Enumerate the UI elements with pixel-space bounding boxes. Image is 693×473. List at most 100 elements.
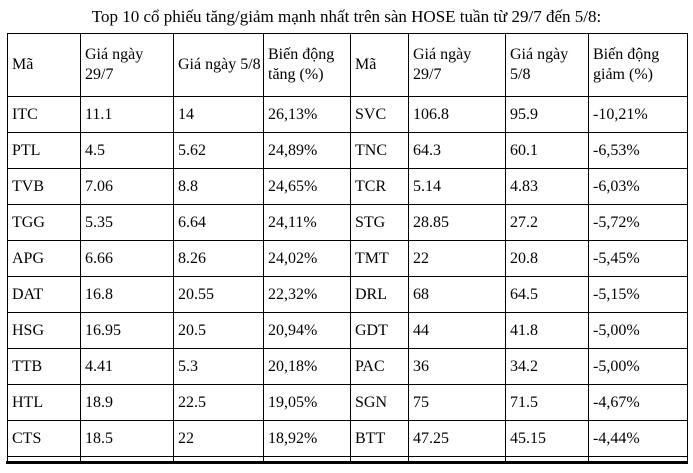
table-cell: TVB [7,168,81,205]
table-cell: DRL [350,276,409,313]
table-row: APG 6.66 8.26 24,02% TMT 22 20.8 -5,45% [7,240,688,277]
table-cell: 71.5 [505,384,589,421]
table-cell: -5,15% [588,276,688,313]
table-cell: 16.95 [80,312,174,349]
table-cell: 28.85 [408,204,506,241]
table-cell: BTT [350,420,409,457]
table-cell: DAT [7,276,81,313]
table-cell: 11.1 [80,96,174,133]
table-cell: TGG [7,204,81,241]
table-cut-edge [6,461,688,464]
table-cell: 4.41 [80,348,174,385]
table-cell: 22 [173,420,264,457]
table-cell: TMT [350,240,409,277]
table-cell: 18.5 [80,420,174,457]
table-row: HSG 16.95 20.5 20,94% GDT 44 41.8 -5,00% [7,312,688,349]
table-cell: 24,02% [263,240,351,277]
table-cell: 18.9 [80,384,174,421]
table-row: TVB 7.06 8.8 24,65% TCR 5.14 4.83 -6,03% [7,168,688,205]
table-cell: 5.3 [173,348,264,385]
table-row: TGG 5.35 6.64 24,11% STG 28.85 27.2 -5,72% [7,204,688,241]
table-cell: 22,32% [263,276,351,313]
table-cell: 19,05% [263,384,351,421]
table-cell: 60.1 [505,132,589,169]
table-cell: 27.2 [505,204,589,241]
table-cell: 20.55 [173,276,264,313]
table-cell: 22.5 [173,384,264,421]
header-cell-price-58-gain: Giá ngày 5/8 [173,33,264,97]
table-cell: CTS [7,420,81,457]
table-cell: 20.5 [173,312,264,349]
table-cell: 95.9 [505,96,589,133]
table-cell: 14 [173,96,264,133]
table-cell: GDT [350,312,409,349]
table-cell: 106.8 [408,96,506,133]
table-row: PTL 4.5 5.62 24,89% TNC 64.3 60.1 -6,53% [7,132,688,169]
table-cell-empty [588,456,688,461]
page-title: Top 10 cổ phiếu tăng/giảm mạnh nhất trên… [91,7,602,26]
table-cell: 26,13% [263,96,351,133]
table-cell: -4,67% [588,384,688,421]
table-cell: -5,00% [588,348,688,385]
table-header: Mã Giá ngày 29/7 Giá ngày 5/8 Biến động … [7,33,688,97]
table-cell: 6.64 [173,204,264,241]
table-cell: 44 [408,312,506,349]
table-cell: 8.8 [173,168,264,205]
table-cell: 22 [408,240,506,277]
table-cell: 4.83 [505,168,589,205]
table-cell: 24,89% [263,132,351,169]
table-cell: STG [350,204,409,241]
header-cell-ma-gain: Mã [7,33,81,97]
table-header-row: Mã Giá ngày 29/7 Giá ngày 5/8 Biến động … [7,33,688,97]
table-cell: -10,21% [588,96,688,133]
table-cell: 20,18% [263,348,351,385]
table-cell: 64.5 [505,276,589,313]
table-cell: PTL [7,132,81,169]
table-cell: 75 [408,384,506,421]
table-cell: 24,11% [263,204,351,241]
table-cell: HSG [7,312,81,349]
table-cell: 6.66 [80,240,174,277]
table-cell: 20.8 [505,240,589,277]
table-cell: 24,65% [263,168,351,205]
table-cell: 64.3 [408,132,506,169]
table-cell: -5,00% [588,312,688,349]
table-cell: 45.15 [505,420,589,457]
table-cell: SVC [350,96,409,133]
table-row: HTL 18.9 22.5 19,05% SGN 75 71.5 -4,67% [7,384,688,421]
header-cell-price-297-gain: Giá ngày 29/7 [80,33,174,97]
table-row: CTS 18.5 22 18,92% BTT 47.25 45.15 -4,44% [7,420,688,457]
table-cell: 5.14 [408,168,506,205]
header-cell-ma-loss: Mã [350,33,409,97]
table-cell: 20,94% [263,312,351,349]
table-cell: HTL [7,384,81,421]
table-row: ITC 11.1 14 26,13% SVC 106.8 95.9 -10,21% [7,96,688,133]
table-cell: 4.5 [80,132,174,169]
table-cell: 34.2 [505,348,589,385]
table-cell: 8.26 [173,240,264,277]
table-cell: 41.8 [505,312,589,349]
table-cell: SGN [350,384,409,421]
table-cell: -5,72% [588,204,688,241]
table-row: TTB 4.41 5.3 20,18% PAC 36 34.2 -5,00% [7,348,688,385]
header-cell-change-loss: Biến động giảm (%) [588,33,688,97]
table-cell: 47.25 [408,420,506,457]
header-cell-price-58-loss: Giá ngày 5/8 [505,33,589,97]
header-cell-change-gain: Biến động tăng (%) [263,33,351,97]
table-partial-row [7,456,688,461]
stock-table: Mã Giá ngày 29/7 Giá ngày 5/8 Biến động … [7,33,688,461]
table-cell: 5.62 [173,132,264,169]
table-cell: 16.8 [80,276,174,313]
table-cell: 18,92% [263,420,351,457]
table-cell: 68 [408,276,506,313]
table-cell: 5.35 [80,204,174,241]
header-cell-price-297-loss: Giá ngày 29/7 [408,33,506,97]
table-cell: -4,44% [588,420,688,457]
table-cell: ITC [7,96,81,133]
table-partial-body [7,456,688,461]
table-cell: -6,53% [588,132,688,169]
table-cell: PAC [350,348,409,385]
table-cell: TNC [350,132,409,169]
table-cell: -5,45% [588,240,688,277]
table-cell: APG [7,240,81,277]
